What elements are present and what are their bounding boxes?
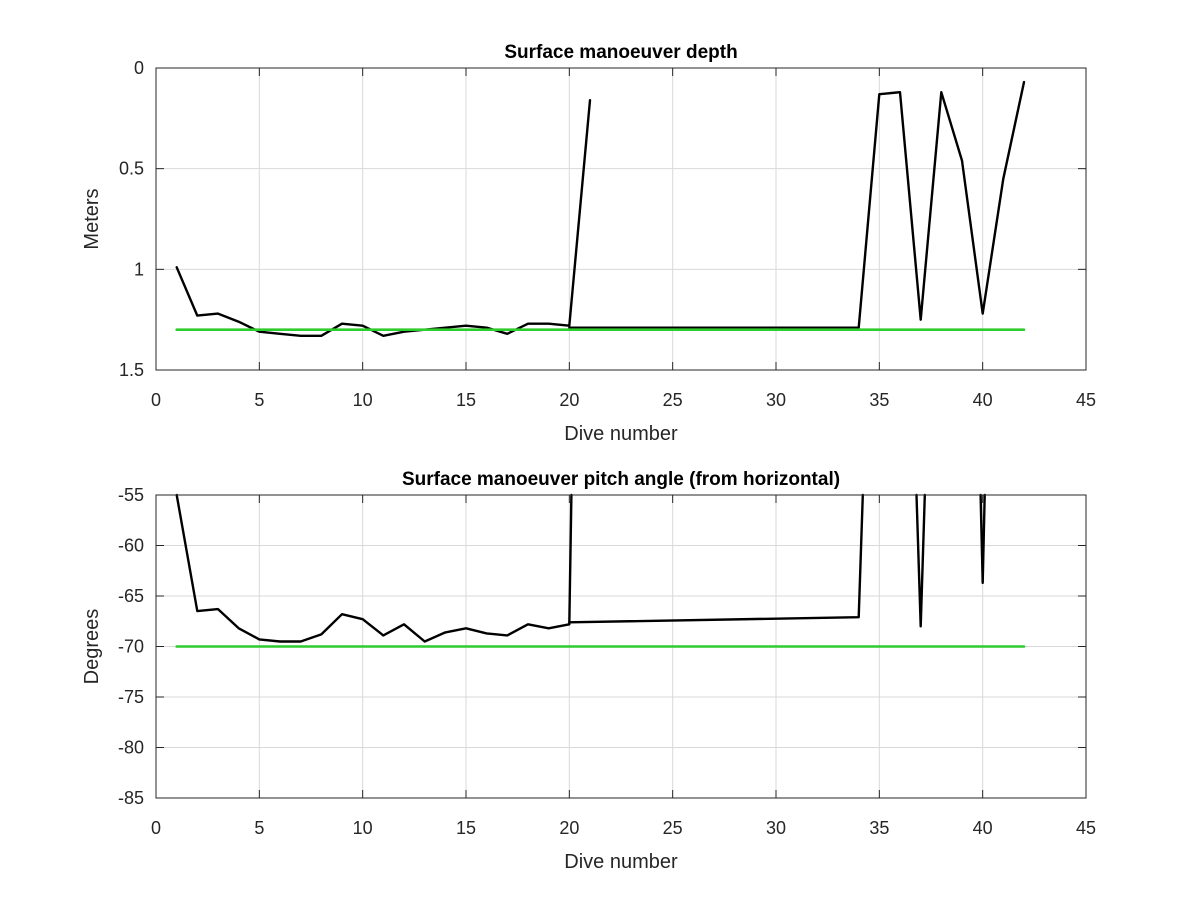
pitch-series-line [175, 493, 573, 643]
pitch-x-tick-label: 10 [353, 818, 373, 838]
depth-x-tick-label: 45 [1076, 390, 1096, 410]
pitch-x-tick-label: 25 [663, 818, 683, 838]
depth-y-tick-label: 0 [134, 58, 144, 78]
depth-x-tick-label: 10 [353, 390, 373, 410]
pitch-y-axis-label: Degrees [81, 609, 103, 685]
depth-axes-box [155, 67, 1087, 371]
pitch-x-tick-label: 5 [254, 818, 264, 838]
depth-x-tick-label: 25 [663, 390, 683, 410]
depth-x-ticks: 0 5 10 15 20 25 30 35 40 45 [151, 68, 1096, 410]
depth-x-tick-label: 40 [973, 390, 993, 410]
depth-y-tick-label: 1.5 [119, 360, 144, 380]
depth-y-axis-label: Meters [81, 188, 103, 249]
pitch-chart: 0 5 10 15 20 25 30 35 40 45 -55 -60 -65 -70 -75 -80 -85… [81, 469, 1096, 873]
pitch-x-ticks: 0 5 10 15 20 25 30 35 40 45 [151, 495, 1096, 838]
depth-x-tick-label: 15 [456, 390, 476, 410]
depth-y-ticks: 0 0.5 1 1.5 [119, 58, 1086, 380]
depth-x-tick-label: 35 [869, 390, 889, 410]
pitch-x-tick-label: 40 [973, 818, 993, 838]
pitch-series-line [979, 493, 986, 585]
pitch-x-axis-label: Dive number [564, 851, 678, 873]
depth-series-line [175, 98, 592, 337]
pitch-x-tick-label: 20 [559, 818, 579, 838]
depth-series-line [568, 80, 1026, 329]
pitch-y-tick-label: -65 [118, 586, 144, 606]
depth-x-tick-label: 0 [151, 390, 161, 410]
depth-y-tick-label: 0.5 [119, 159, 144, 179]
depth-y-tick-label: 1 [134, 259, 144, 279]
pitch-x-tick-label: 35 [869, 818, 889, 838]
pitch-y-tick-label: -60 [118, 536, 144, 556]
pitch-y-tick-label: -80 [118, 738, 144, 758]
pitch-y-tick-label: -85 [118, 788, 144, 808]
pitch-y-tick-label: -55 [118, 485, 144, 505]
depth-x-tick-label: 30 [766, 390, 786, 410]
pitch-y-tick-label: -70 [118, 637, 144, 657]
pitch-y-ticks: -55 -60 -65 -70 -75 -80 -85 [118, 485, 1086, 808]
depth-x-tick-label: 20 [559, 390, 579, 410]
depth-x-tick-label: 5 [254, 390, 264, 410]
pitch-y-tick-label: -75 [118, 687, 144, 707]
pitch-chart-title: Surface manoeuver pitch angle (from hori… [402, 469, 840, 490]
depth-chart-title: Surface manoeuver depth [504, 42, 737, 63]
depth-chart: 0 5 10 15 20 25 30 35 40 45 0 0.5 1 1.5 Surface mano… [81, 42, 1096, 445]
pitch-series-line [568, 493, 864, 624]
depth-series [155, 67, 1087, 371]
pitch-x-tick-label: 15 [456, 818, 476, 838]
pitch-x-tick-label: 45 [1076, 818, 1096, 838]
pitch-x-tick-label: 0 [151, 818, 161, 838]
depth-x-axis-label: Dive number [564, 423, 678, 445]
pitch-x-tick-label: 30 [766, 818, 786, 838]
pitch-series-line [915, 493, 926, 628]
